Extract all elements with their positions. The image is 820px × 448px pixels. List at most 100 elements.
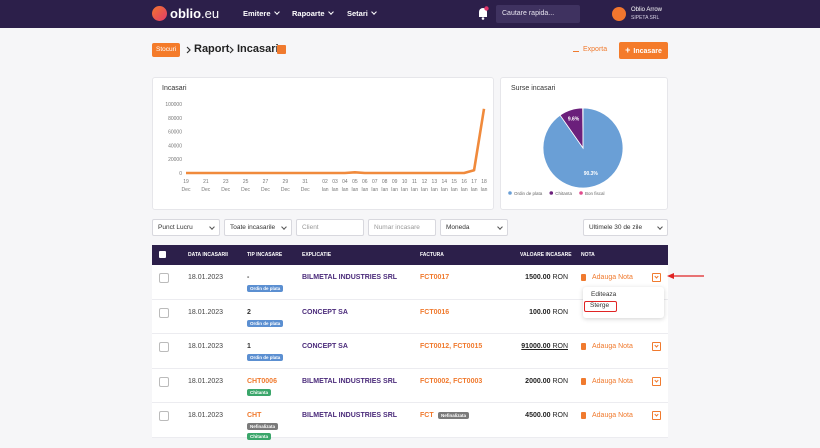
menu-item[interactable]: Emitere [243, 9, 279, 18]
date: 18.01.2023 [188, 412, 224, 419]
x-tick-label: 12 [422, 179, 428, 185]
x-tick-label: Dec [281, 187, 290, 193]
y-tick-label: 40000 [168, 143, 182, 149]
x-tick-label: Ian [322, 187, 329, 193]
x-tick-label: 16 [461, 179, 467, 185]
invoices[interactable]: FCT0016 [420, 308, 450, 316]
note-icon[interactable] [581, 343, 586, 350]
menu-item[interactable]: Rapoarte [292, 9, 333, 18]
date: 18.01.2023 [188, 274, 224, 281]
row-checkbox[interactable] [159, 411, 169, 421]
x-tick-label: 14 [441, 179, 447, 185]
column-header: EXPLICATIE [302, 252, 332, 258]
amount-value: 2000.00 [525, 377, 551, 385]
filter-select[interactable]: Moneda [440, 219, 508, 236]
menu-item[interactable]: Setari [347, 9, 376, 18]
invoices[interactable]: FCT [420, 412, 434, 419]
search-input[interactable]: Cautare rapida... [496, 5, 580, 23]
x-tick-label: 07 [372, 179, 378, 185]
add-note[interactable]: Adauga Nota [592, 412, 633, 419]
invoices[interactable]: FCT0017 [420, 274, 450, 281]
x-tick-label: Dec [182, 187, 191, 193]
note-icon[interactable] [581, 377, 586, 385]
row-checkbox[interactable] [159, 376, 169, 387]
row-actions-toggle[interactable] [652, 411, 661, 420]
explanation[interactable]: BILMETAL INDUSTRIES SRL [302, 377, 398, 385]
logo[interactable]: oblio.eu [170, 6, 219, 21]
report-icon[interactable] [277, 45, 286, 54]
note-icon[interactable] [581, 412, 586, 419]
dropdown-item[interactable]: Sterge [584, 301, 617, 312]
x-tick-label: Ian [391, 187, 398, 193]
add-note[interactable]: Adauga Nota [592, 274, 633, 281]
legend-marker [549, 191, 554, 195]
amount-value: 100.00 [529, 308, 551, 316]
x-tick-label: 13 [432, 179, 438, 185]
period-select[interactable]: Ultimele 30 de zile [583, 219, 668, 236]
amount: 91000.00 RON [521, 343, 568, 350]
table-row: 18.01.2023 2 Ordin de plata CONCEPT SA FCT00… [152, 299, 668, 334]
x-tick-label: Dec [221, 187, 230, 193]
x-tick-label: 23 [223, 179, 229, 185]
row-actions-toggle[interactable] [652, 273, 661, 282]
filter-input[interactable]: Numar incasare [368, 219, 436, 236]
x-tick-label: Ian [441, 187, 448, 193]
export-link[interactable]: Exporta [573, 45, 607, 53]
row-actions-toggle[interactable] [652, 342, 661, 351]
explanation[interactable]: CONCEPT SA [302, 343, 348, 350]
receipt-number[interactable]: CHT [247, 412, 262, 419]
x-tick-label: Ian [421, 187, 428, 193]
y-tick-label: 60000 [168, 130, 182, 136]
row-actions-toggle[interactable] [652, 376, 661, 386]
row-checkbox[interactable] [159, 273, 169, 283]
amount-value: 1500.00 [525, 274, 551, 281]
invoices[interactable]: FCT0012, FCT0015 [420, 343, 483, 350]
filter-select[interactable]: Punct Lucru [152, 219, 220, 236]
amount: 100.00 RON [529, 309, 568, 316]
breadcrumb-separator [186, 46, 191, 54]
receipt-number[interactable]: 2 [247, 308, 251, 316]
amount: 2000.00 RON [525, 378, 568, 385]
row-checkbox[interactable] [159, 307, 169, 318]
avatar[interactable] [612, 7, 626, 21]
explanation[interactable]: BILMETAL INDUSTRIES SRL [302, 274, 398, 281]
breadcrumb-item[interactable]: Raport [194, 43, 230, 55]
x-tick-label: 27 [263, 179, 269, 185]
receipt-number[interactable]: - [247, 274, 250, 281]
dropdown-item[interactable]: Editeaza [591, 291, 617, 298]
amount: 4500.00 RON [525, 412, 568, 419]
invoices[interactable]: FCT0002, FCT0003 [420, 377, 483, 385]
receipt-number[interactable]: CHT0006 [247, 377, 277, 385]
add-note[interactable]: Adauga Nota [592, 377, 633, 385]
receipt-number[interactable]: 1 [247, 343, 251, 350]
amount-currency: RON [552, 377, 568, 385]
chart-title: Surse incasari [511, 85, 556, 92]
logo-suffix: .eu [201, 6, 220, 21]
explanation[interactable]: CONCEPT SA [302, 308, 348, 316]
add-button[interactable]: + Incasare [619, 42, 668, 59]
x-tick-label: Dec [201, 187, 210, 193]
select-all-checkbox[interactable] [159, 251, 166, 258]
x-tick-label: Ian [371, 187, 378, 193]
type-badge: Nefinalizata [247, 423, 279, 430]
x-tick-label: Dec [261, 187, 270, 193]
x-tick-label: Ian [411, 187, 418, 193]
x-tick-label: 29 [283, 179, 289, 185]
column-header: DATA INCASARII [188, 252, 228, 258]
user-name: Oblio Arrow [631, 7, 663, 13]
row-checkbox[interactable] [159, 342, 169, 352]
filter-select[interactable]: Toate incasarile [224, 219, 292, 236]
line-chart-card [152, 77, 494, 210]
date: 18.01.2023 [188, 377, 224, 385]
breadcrumb-tag[interactable]: Stocuri [152, 43, 181, 57]
note-icon[interactable] [581, 274, 586, 281]
explanation[interactable]: BILMETAL INDUSTRIES SRL [302, 412, 398, 419]
notifications[interactable] [477, 6, 489, 20]
filter-input[interactable]: Client [296, 219, 364, 236]
x-tick-label: Ian [332, 187, 339, 193]
x-tick-label: 11 [412, 179, 417, 185]
add-note[interactable]: Adauga Nota [592, 343, 633, 350]
x-tick-label: 04 [342, 179, 348, 185]
amount-currency: RON [552, 343, 568, 350]
amount: 1500.00 RON [525, 274, 568, 281]
